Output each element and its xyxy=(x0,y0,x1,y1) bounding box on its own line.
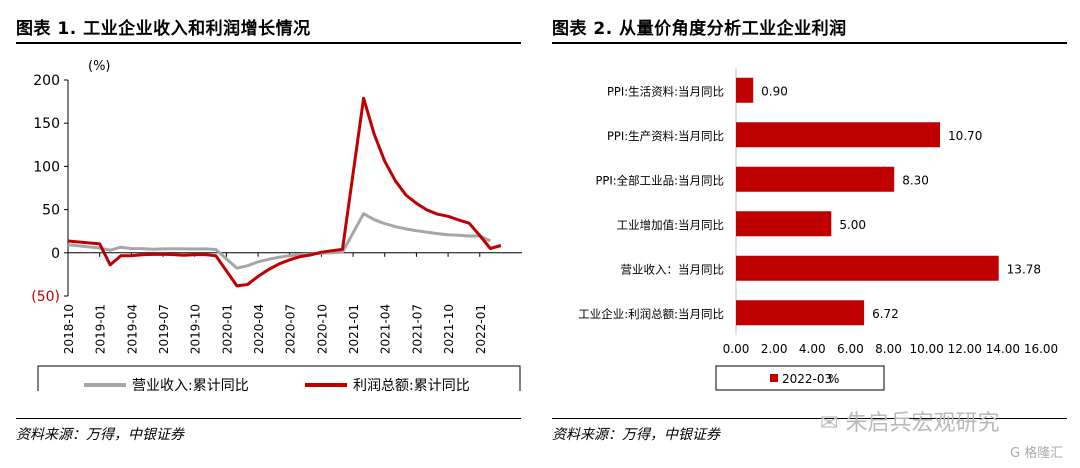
bar xyxy=(736,211,832,237)
left-chart-title: 图表 1. 工业企业收入和利润增长情况 xyxy=(16,19,311,39)
left-source-rule xyxy=(16,418,521,419)
right-source-rule xyxy=(552,418,1067,419)
left-source: 资料来源：万得，中银证券 xyxy=(16,427,184,443)
bar-value-label: 8.30 xyxy=(902,173,929,187)
legend-swatch xyxy=(770,374,778,382)
legend-label: 2022-03 xyxy=(782,372,832,386)
x-tick-label: 2020-10 xyxy=(315,304,329,354)
left-title-rule xyxy=(16,42,521,44)
bar xyxy=(736,122,940,148)
bar xyxy=(736,300,865,326)
x-tick-label: 2019-07 xyxy=(157,304,171,354)
bar-value-label: 5.00 xyxy=(839,218,866,232)
bar xyxy=(736,255,999,281)
y-tick-label: 0 xyxy=(51,246,60,262)
x-tick-label: 2020-07 xyxy=(284,304,298,354)
right-source: 资料来源：万得，中银证券 xyxy=(552,427,720,443)
bar xyxy=(736,166,895,192)
x-tick-label: 4.00 xyxy=(799,342,826,356)
right-chart-title: 图表 2. 从量价角度分析工业企业利润 xyxy=(552,19,847,39)
legend-label: 营业收入:累计同比 xyxy=(132,378,249,391)
category-label: 工业增加值:当月同比 xyxy=(617,218,724,232)
x-tick-label: 2021-01 xyxy=(347,304,361,354)
x-tick-label: 6.00 xyxy=(837,342,864,356)
category-label: PPI:全部工业品:当月同比 xyxy=(595,173,724,187)
right-title-rule xyxy=(552,42,1067,44)
x-tick-label: 10.00 xyxy=(909,342,943,356)
wechat-icon: ✉ xyxy=(820,411,839,436)
x-tick-label: 2019-04 xyxy=(125,304,139,354)
x-tick-label: 2019-01 xyxy=(94,304,108,354)
bar-value-label: 13.78 xyxy=(1007,262,1041,276)
x-tick-label: 14.00 xyxy=(986,342,1020,356)
legend-label: 利润总额:累计同比 xyxy=(353,378,470,391)
category-label: PPI:生活资料:当月同比 xyxy=(607,84,724,98)
x-tick-label: 12.00 xyxy=(948,342,982,356)
category-label: 营业收入：当月同比 xyxy=(621,262,725,276)
watermark-logo: G 格隆汇 xyxy=(1010,446,1064,461)
y-tick-label: (50) xyxy=(31,289,60,305)
legend-box xyxy=(37,365,521,391)
y-tick-label: 200 xyxy=(33,73,60,89)
bar xyxy=(736,77,754,103)
x-tick-label: 2020-04 xyxy=(252,304,266,354)
revenue-series-line xyxy=(67,212,491,270)
bar-value-label: 0.90 xyxy=(761,84,788,98)
x-tick-label: 8.00 xyxy=(875,342,902,356)
x-tick-label: 2021-04 xyxy=(379,304,393,354)
x-tick-label: 2018-10 xyxy=(62,304,76,354)
x-tick-label: 2021-07 xyxy=(410,304,424,354)
y-tick-label: 100 xyxy=(33,159,60,175)
x-tick-label: 2019-10 xyxy=(189,304,203,354)
x-tick-label: 16.00 xyxy=(1024,342,1058,356)
profit-series-line xyxy=(67,96,502,288)
x-tick-label: 2022-01 xyxy=(474,304,488,354)
right-bar-chart: PPI:生活资料:当月同比 0.90 PPI:生产资料:当月同比 10.70 PPI:全… xyxy=(578,68,1058,391)
bar-value-label: 6.72 xyxy=(872,307,899,321)
y-tick-label: 150 xyxy=(33,116,60,132)
legend-box xyxy=(715,365,885,391)
legend-unit: % xyxy=(828,372,839,386)
y-axis-unit-label: (%) xyxy=(88,59,111,74)
x-tick-label: 2.00 xyxy=(761,342,788,356)
y-tick-label: 50 xyxy=(42,203,60,219)
watermark-label: 朱启兵宏观研究 xyxy=(845,411,1000,436)
category-label: PPI:生产资料:当月同比 xyxy=(607,129,724,143)
left-line-chart: (%) 200 150 100 50 0 (50)2018-10 2019-01 2019-04… xyxy=(31,59,522,391)
category-label: 工业企业:利润总额:当月同比 xyxy=(578,307,724,321)
x-tick-label: 0.00 xyxy=(723,342,750,356)
bar-value-label: 10.70 xyxy=(948,129,982,143)
x-tick-label: 2021-10 xyxy=(442,304,456,354)
x-tick-label: 2020-01 xyxy=(220,304,234,354)
watermark-text: ✉ 朱启兵宏观研究 xyxy=(820,405,999,437)
